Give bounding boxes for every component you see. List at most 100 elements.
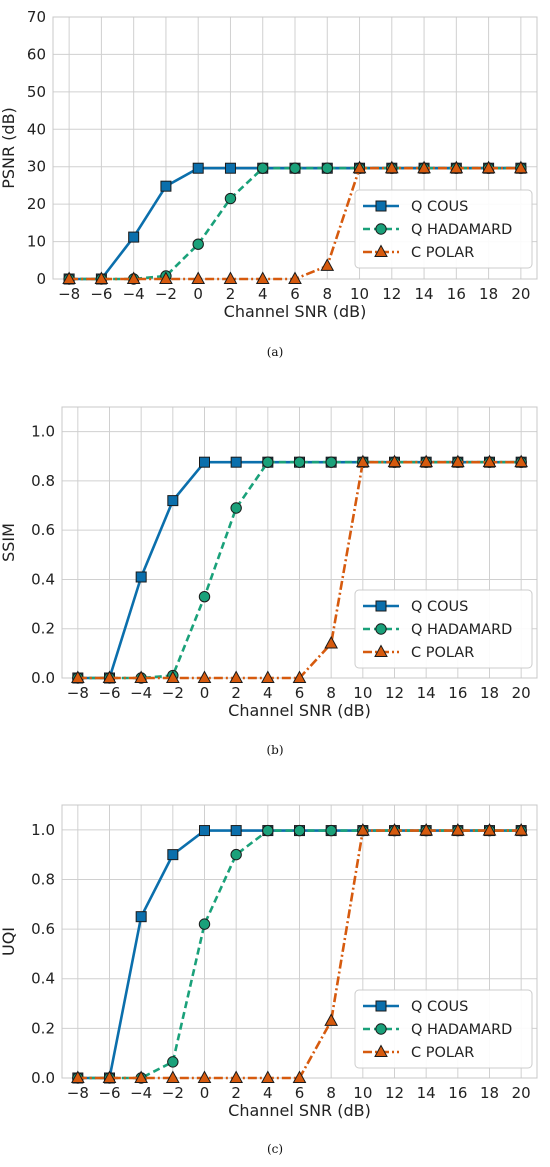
y-tick-label: 30: [27, 158, 46, 176]
data-point: [199, 825, 210, 837]
caption-c: (c): [266, 1142, 284, 1156]
data-point: [198, 591, 211, 603]
data-point: [128, 231, 140, 243]
x-tick-label: −4: [130, 1084, 152, 1102]
chart-uqi: 0.0 0.2 0.4 0.6 0.8 1.0 −8 −6 −4 −2 0 2 4 6 8 10 12 14 16 1…: [0, 790, 550, 1120]
data-point: [198, 918, 211, 930]
data-point: [230, 848, 242, 861]
legend-label: C POLAR: [411, 245, 474, 261]
legend-box: [354, 989, 533, 1069]
legend-marker: [374, 244, 388, 257]
data-point: [167, 1056, 179, 1068]
legend-label: Q HADAMARD: [411, 222, 512, 238]
x-tick-label: 20: [511, 285, 530, 303]
legend-label: Q COUS: [411, 999, 468, 1015]
legend-marker: [375, 1023, 387, 1035]
data-point: [482, 823, 497, 836]
x-tick-label: 8: [326, 684, 336, 702]
y-axis-label: SSIM: [0, 523, 18, 562]
legend-marker: [375, 223, 387, 235]
data-point: [102, 670, 117, 683]
x-tick-label: 12: [385, 684, 404, 702]
x-tick-label: −4: [130, 684, 152, 702]
data-point: [450, 823, 465, 836]
legend-box: [354, 589, 533, 669]
data-point: [293, 456, 306, 468]
legend-label: Q COUS: [411, 599, 468, 615]
data-point: [387, 454, 402, 468]
x-tick-label: −2: [162, 1084, 184, 1102]
data-point: [224, 192, 237, 205]
data-point: [419, 454, 434, 468]
data-point: [165, 1070, 180, 1083]
x-tick-label: 6: [295, 684, 305, 702]
y-tick-label: 0.8: [31, 870, 55, 888]
data-point: [167, 495, 179, 507]
data-point: [224, 162, 236, 174]
data-point: [191, 271, 206, 284]
caption-b: (b): [266, 743, 284, 757]
chart-psnr-svg: 0 10 20 30 40 50 60 70 −8 −6 −4 −2 0 2 4 6 8 10 12 14 16 18 20…: [0, 8, 538, 321]
x-tick-label: 14: [417, 684, 436, 702]
data-point: [262, 824, 274, 837]
data-point: [289, 162, 301, 174]
legend: Q COUS Q HADAMARD C POLAR: [354, 189, 533, 269]
legend-label: Q HADAMARD: [411, 1022, 512, 1038]
x-tick-label: −6: [98, 684, 120, 702]
x-tick-label: 0: [193, 285, 203, 303]
series-line: [77, 460, 522, 680]
x-tick-label: 14: [417, 1084, 436, 1102]
data-point: [230, 825, 242, 837]
legend-label: Q HADAMARD: [411, 622, 512, 638]
y-tick-label: 0.4: [31, 570, 55, 588]
data-point: [384, 160, 399, 174]
data-point: [449, 160, 464, 174]
data-point: [293, 824, 306, 837]
y-tick-label: 0.4: [31, 970, 55, 988]
x-tick-label: −8: [67, 1084, 89, 1102]
x-axis-label: Channel SNR (dB): [228, 1101, 371, 1120]
legend-label: C POLAR: [411, 645, 474, 661]
y-tick-label: 0.0: [31, 1069, 55, 1087]
series-triangle: [70, 823, 529, 1083]
data-point: [230, 502, 242, 514]
legend-box: [354, 189, 533, 269]
data-point: [94, 271, 109, 284]
y-tick-label: 0.0: [31, 669, 55, 687]
data-point: [230, 456, 242, 468]
data-point: [262, 456, 274, 468]
data-point: [102, 1070, 117, 1083]
legend-marker: [375, 600, 387, 612]
data-point: [260, 1070, 275, 1083]
x-tick-label: −8: [67, 684, 89, 702]
x-tick-label: 4: [263, 1084, 273, 1102]
data-point: [482, 454, 497, 468]
data-point: [70, 670, 85, 683]
y-tick-label: 1.0: [31, 821, 55, 839]
x-tick-label: −4: [123, 285, 145, 303]
legend: Q COUS Q HADAMARD C POLAR: [354, 589, 533, 669]
x-axis-label: Channel SNR (dB): [228, 701, 371, 720]
data-point: [192, 238, 204, 250]
legend: Q COUS Q HADAMARD C POLAR: [354, 989, 533, 1069]
y-axis-label: PSNR (dB): [0, 107, 18, 189]
x-tick-label: −8: [58, 285, 80, 303]
x-tick-label: 16: [447, 285, 466, 303]
legend-marker: [375, 200, 387, 212]
data-point: [229, 1070, 244, 1083]
series-triangle: [62, 160, 528, 284]
data-point: [292, 1070, 307, 1083]
y-tick-label: 0: [36, 270, 46, 288]
x-tick-label: 4: [263, 684, 273, 702]
y-tick-label: 0.2: [31, 620, 55, 638]
data-point: [255, 271, 270, 284]
x-tick-label: 14: [415, 285, 434, 303]
y-tick-label: 60: [27, 45, 46, 63]
data-point: [257, 162, 269, 174]
data-point: [197, 670, 212, 683]
chart-uqi-svg: 0.0 0.2 0.4 0.6 0.8 1.0 −8 −6 −4 −2 0 2 4 6 8 10 12 14 16 1…: [0, 804, 538, 1120]
data-point: [134, 1070, 149, 1083]
chart-ssim: 0.0 0.2 0.4 0.6 0.8 1.0 −8 −6 −4 −2 0 2 4 6 8 10 12 14 16 1…: [0, 395, 550, 725]
data-point: [165, 670, 180, 683]
data-point: [417, 160, 431, 174]
